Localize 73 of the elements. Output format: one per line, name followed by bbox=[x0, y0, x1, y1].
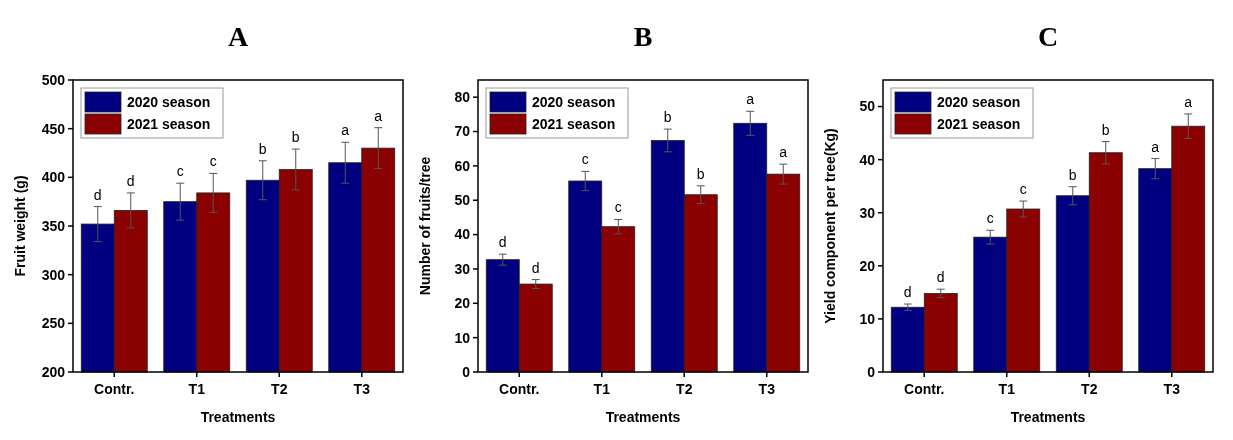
x-tick-label: Contr. bbox=[94, 381, 135, 397]
y-tick-label: 60 bbox=[454, 157, 471, 174]
chart-title: B bbox=[633, 21, 653, 52]
x-tick-label: T1 bbox=[188, 381, 206, 397]
data-label: a bbox=[779, 144, 788, 161]
chart-title: A bbox=[227, 21, 249, 52]
data-label: a bbox=[1151, 138, 1160, 155]
y-axis-title: Number of fruits/tree bbox=[417, 156, 433, 296]
x-tick-label: T3 bbox=[758, 381, 776, 397]
x-tick-label: T2 bbox=[1081, 381, 1098, 397]
y-axis-title: Yield component per tree(Kg) bbox=[822, 128, 838, 324]
x-tick-label: T2 bbox=[271, 381, 288, 397]
x-tick-label: T1 bbox=[593, 381, 611, 397]
x-tick-label: T3 bbox=[1163, 381, 1181, 397]
y-tick-label: 200 bbox=[41, 363, 66, 380]
data-label: a bbox=[341, 122, 350, 139]
y-tick-label: 20 bbox=[454, 295, 471, 312]
data-label: d bbox=[903, 284, 912, 301]
data-label: d bbox=[498, 234, 507, 251]
y-tick-label: 30 bbox=[454, 260, 471, 277]
x-axis-title: Treatments bbox=[605, 409, 681, 425]
data-label: a bbox=[374, 107, 383, 124]
y-tick-label: 0 bbox=[867, 363, 876, 380]
x-tick-label: T1 bbox=[998, 381, 1016, 397]
data-label: b bbox=[663, 109, 672, 126]
x-tick-label: T3 bbox=[353, 381, 371, 397]
y-tick-label: 10 bbox=[859, 310, 876, 327]
data-label: c bbox=[176, 163, 184, 180]
x-tick-label: T2 bbox=[676, 381, 693, 397]
legend-label: 2021 season bbox=[127, 116, 211, 132]
y-tick-label: 40 bbox=[454, 226, 471, 243]
data-label: c bbox=[581, 151, 589, 168]
data-label: c bbox=[1019, 181, 1027, 198]
y-tick-label: 30 bbox=[859, 204, 876, 221]
x-tick-label: Contr. bbox=[904, 381, 945, 397]
legend-label: 2020 season bbox=[532, 94, 616, 110]
data-label: b bbox=[696, 165, 705, 182]
data-label: c bbox=[986, 210, 994, 227]
data-label: a bbox=[1184, 93, 1193, 110]
y-tick-label: 50 bbox=[454, 192, 471, 209]
y-tick-label: 70 bbox=[454, 123, 471, 140]
y-tick-label: 10 bbox=[454, 329, 471, 346]
data-label: c bbox=[614, 199, 622, 216]
y-tick-label: 40 bbox=[859, 151, 876, 168]
legend-label: 2020 season bbox=[127, 94, 211, 110]
y-tick-label: 300 bbox=[41, 266, 66, 283]
data-label: b bbox=[1101, 121, 1110, 138]
data-label: d bbox=[126, 172, 135, 189]
data-label: b bbox=[258, 140, 267, 157]
data-label: d bbox=[93, 186, 102, 203]
data-label: c bbox=[209, 153, 217, 170]
legend-label: 2021 season bbox=[532, 116, 616, 132]
data-label: b bbox=[291, 129, 300, 146]
legend-label: 2021 season bbox=[937, 116, 1021, 132]
y-tick-label: 80 bbox=[454, 89, 471, 106]
y-tick-label: 450 bbox=[41, 120, 66, 137]
x-tick-label: Contr. bbox=[499, 381, 540, 397]
y-tick-label: 350 bbox=[41, 217, 66, 234]
data-label: d bbox=[531, 259, 540, 276]
legend-label: 2020 season bbox=[937, 94, 1021, 110]
y-tick-label: 20 bbox=[859, 257, 876, 274]
y-tick-label: 250 bbox=[41, 315, 66, 332]
y-tick-label: 50 bbox=[859, 98, 876, 115]
y-axis-title: Fruit weight (g) bbox=[12, 175, 28, 277]
x-axis-title: Treatments bbox=[200, 409, 276, 425]
data-label: a bbox=[746, 91, 755, 108]
y-tick-label: 400 bbox=[41, 169, 66, 186]
data-label: b bbox=[1068, 166, 1077, 183]
x-axis-title: Treatments bbox=[1010, 409, 1086, 425]
y-tick-label: 0 bbox=[462, 363, 471, 380]
y-tick-label: 500 bbox=[41, 71, 66, 88]
data-label: d bbox=[936, 269, 945, 286]
chart-title: C bbox=[1037, 21, 1059, 52]
